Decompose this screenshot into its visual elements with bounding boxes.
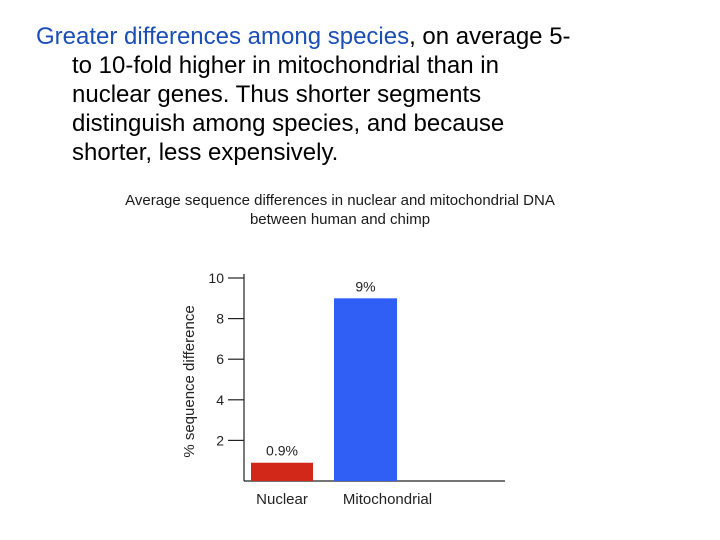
highlighted-phrase: Greater differences among species [36, 23, 410, 50]
y-tick-label: 6 [216, 351, 224, 367]
slide-body-text: Greater differences among species, on av… [36, 22, 676, 167]
slide-text-line-1-rest: , on average 5- [409, 23, 571, 50]
y-tick-label: 2 [216, 432, 224, 448]
chart-title-line-2: between human and chimp [249, 211, 431, 228]
category-label-nuclear: Nuclear [256, 491, 308, 508]
slide-text-line-1: Greater differences among species, on av… [36, 22, 676, 51]
chart-title-line-1: Average sequence differences in nuclear … [125, 192, 555, 209]
y-tick-label: 4 [216, 392, 224, 408]
data-label-mitochondrial: 9% [355, 278, 375, 294]
slide-text-line-2: to 10-fold higher in mitochondrial than … [72, 52, 499, 79]
y-tick-label: 8 [216, 311, 224, 327]
y-axis-label: % sequence difference [181, 305, 198, 457]
y-tick-label: 10 [208, 270, 224, 286]
slide-text-line-3: nuclear genes. Thus shorter segments [72, 81, 482, 108]
bar-nuclear [251, 462, 313, 481]
slide-text-line-5: shorter, less expensively. [72, 139, 339, 166]
chart-bars [251, 298, 397, 481]
chart-labels: 2 4 6 8 10 % sequence difference 0.9% Nuclear 9%… [181, 270, 432, 508]
bar-mitochondrial [334, 298, 397, 481]
data-label-nuclear: 0.9% [266, 443, 298, 459]
chart-title: Average sequence differences in nuclear … [60, 191, 620, 229]
category-label-mitochondrial: Mitochondrial [343, 491, 432, 508]
slide-text-line-4: distinguish among species, and because [72, 110, 505, 137]
